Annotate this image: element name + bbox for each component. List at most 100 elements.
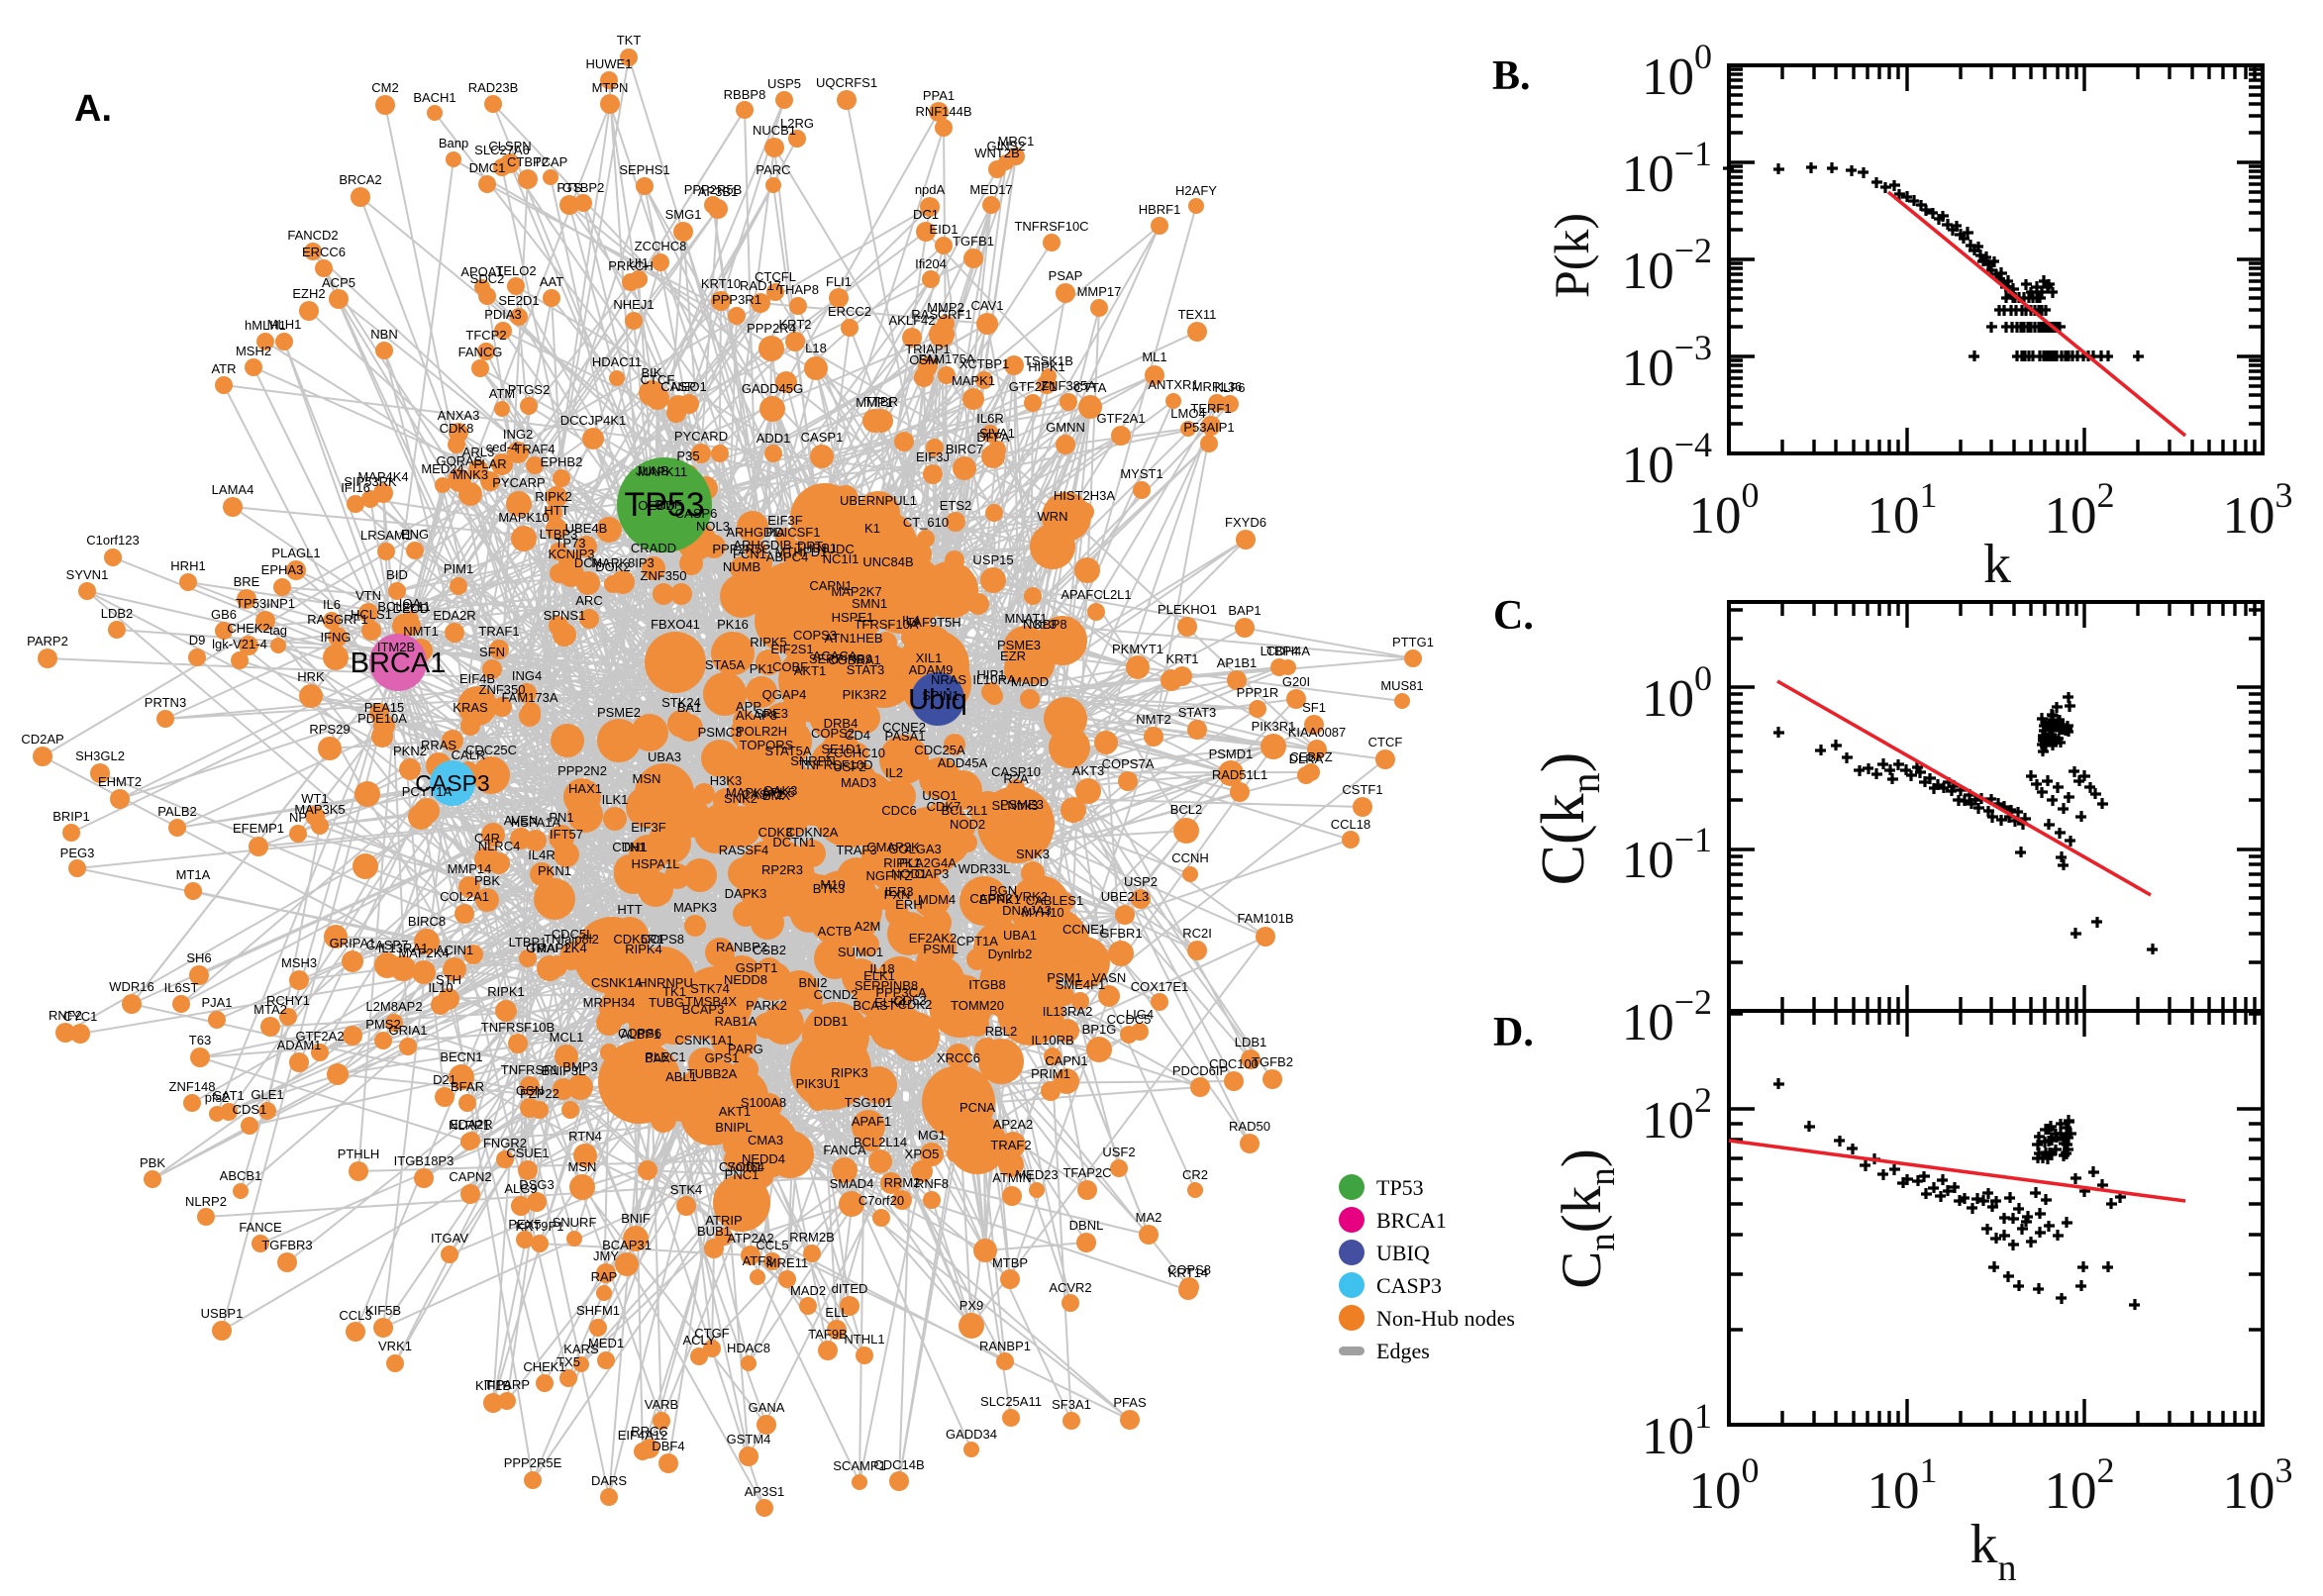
svg-text:SPIN1: SPIN1: [922, 688, 960, 703]
svg-text:BGN: BGN: [989, 883, 1017, 898]
svg-text:ABL1: ABL1: [665, 1069, 697, 1084]
svg-text:GLE1: GLE1: [251, 1087, 283, 1102]
svg-text:FBXO41: FBXO41: [651, 617, 700, 632]
svg-text:XCTBP1: XCTBP1: [960, 356, 1010, 371]
svg-text:PPP2R5B: PPP2R5B: [684, 182, 743, 197]
svg-text:MSN: MSN: [568, 1159, 597, 1174]
svg-text:VRK1: VRK1: [378, 1339, 412, 1353]
svg-text:PTTG1: PTTG1: [1392, 635, 1434, 649]
svg-text:SCAMP1: SCAMP1: [833, 1458, 885, 1473]
svg-text:GANA: GANA: [749, 1400, 785, 1415]
svg-text:EF2AK2: EF2AK2: [909, 931, 957, 946]
svg-text:GOLGA3: GOLGA3: [888, 842, 941, 856]
svg-text:USP15: USP15: [972, 552, 1013, 567]
svg-text:ACTB: ACTB: [818, 924, 853, 939]
svg-text:COPS6: COPS6: [618, 1026, 661, 1041]
svg-text:UBIQ: UBIQ: [1376, 1241, 1430, 1265]
svg-text:PLEKHO1: PLEKHO1: [1158, 602, 1217, 617]
svg-text:MAP3K5: MAP3K5: [294, 802, 345, 817]
svg-text:NEO1: NEO1: [671, 379, 706, 394]
svg-text:AKT1: AKT1: [794, 663, 827, 678]
svg-text:SLNtrk3: SLNtrk3: [992, 798, 1039, 813]
svg-text:CDS1: CDS1: [233, 1102, 267, 1117]
svg-text:MSH2: MSH2: [236, 344, 271, 358]
svg-text:RP2R3: RP2R3: [761, 862, 803, 877]
svg-text:GMAP2K4: GMAP2K4: [526, 941, 586, 955]
svg-text:EFEMP1: EFEMP1: [233, 821, 284, 836]
svg-text:BRCA2: BRCA2: [339, 172, 381, 187]
svg-text:PYCARD: PYCARD: [674, 429, 728, 444]
svg-text:LAMA4: LAMA4: [212, 482, 254, 497]
svg-text:RAD51L1: RAD51L1: [1212, 767, 1267, 782]
svg-text:HRH1: HRH1: [170, 558, 205, 573]
svg-text:LDB2: LDB2: [101, 606, 134, 621]
svg-text:MRPH34: MRPH34: [583, 995, 636, 1010]
svg-text:OAK3: OAK3: [763, 783, 798, 798]
svg-text:TNFRSF10C: TNFRSF10C: [1014, 219, 1088, 234]
svg-text:CABLES1: CABLES1: [1026, 893, 1084, 908]
svg-text:MT1A: MT1A: [176, 867, 211, 882]
svg-text:CDK2: CDK2: [898, 997, 933, 1012]
svg-text:ING2: ING2: [503, 427, 533, 442]
svg-text:NOD1: NOD1: [891, 866, 927, 881]
svg-text:CASP10: CASP10: [991, 764, 1041, 779]
svg-text:RAD50: RAD50: [1229, 1119, 1270, 1134]
svg-text:NUDC: NUDC: [817, 542, 855, 556]
svg-text:COPS2: COPS2: [811, 726, 855, 741]
svg-text:GSPT1: GSPT1: [736, 960, 778, 975]
svg-text:MRC1: MRC1: [998, 134, 1035, 149]
svg-text:ANTXR1: ANTXR1: [1148, 377, 1198, 392]
svg-text:R2A: R2A: [1003, 771, 1029, 786]
svg-text:CPT1A: CPT1A: [957, 934, 998, 948]
svg-text:AKLF42: AKLF42: [889, 313, 936, 328]
svg-text:EIF4A12: EIF4A12: [618, 1428, 668, 1443]
svg-text:CDK3: CDK3: [758, 825, 793, 840]
svg-text:STK74: STK74: [690, 981, 730, 996]
svg-text:CAPN1: CAPN1: [809, 578, 852, 593]
svg-text:TOMM20: TOMM20: [951, 998, 1004, 1013]
svg-text:CASP3: CASP3: [415, 770, 489, 796]
svg-text:KBP8: KBP8: [1034, 617, 1066, 632]
svg-text:RTN4: RTN4: [568, 1129, 602, 1144]
svg-text:NRAS: NRAS: [931, 672, 966, 687]
svg-text:RAD23B: RAD23B: [468, 80, 519, 95]
svg-text:LIG4: LIG4: [1126, 1007, 1154, 1022]
svg-text:ITGAV: ITGAV: [431, 1231, 468, 1246]
svg-text:KIF5B: KIF5B: [365, 1303, 401, 1318]
svg-text:CTCF: CTCF: [641, 372, 675, 387]
svg-text:MCL1: MCL1: [550, 1030, 584, 1045]
svg-text:ALBP1: ALBP1: [621, 1027, 660, 1042]
svg-text:ZCCHC10: ZCCHC10: [826, 746, 885, 760]
svg-text:ML1: ML1: [1142, 349, 1166, 364]
svg-text:103: 103: [2223, 1450, 2293, 1520]
svg-text:RIPK3: RIPK3: [831, 1065, 868, 1080]
svg-text:PN1: PN1: [549, 810, 573, 825]
svg-text:LMO4: LMO4: [1170, 406, 1205, 421]
svg-text:GSTM4: GSTM4: [727, 1432, 771, 1446]
svg-text:GTF2A2: GTF2A2: [295, 1029, 344, 1044]
svg-text:CTTA: CTTA: [1074, 380, 1107, 395]
svg-text:TERF1: TERF1: [1190, 401, 1231, 416]
svg-text:TNFRSF10D: TNFRSF10D: [798, 757, 872, 772]
svg-text:CDC25C: CDC25C: [465, 743, 517, 757]
svg-text:CYC1: CYC1: [63, 1009, 98, 1024]
svg-text:PBK: PBK: [474, 873, 500, 888]
svg-text:MG1: MG1: [918, 1128, 946, 1143]
svg-text:KRT9P1: KRT9P1: [516, 1219, 564, 1234]
svg-text:RRCC: RRCC: [631, 1424, 668, 1439]
svg-text:USP5: USP5: [767, 76, 801, 91]
svg-text:HBRF1: HBRF1: [1139, 202, 1181, 217]
svg-text:IL2: IL2: [885, 765, 903, 780]
svg-text:SMAD4: SMAD4: [830, 1176, 874, 1191]
svg-text:SF3A1: SF3A1: [1052, 1397, 1091, 1412]
svg-text:DBF4: DBF4: [652, 1439, 684, 1453]
svg-text:FLAR: FLAR: [473, 456, 506, 471]
svg-text:PEG3: PEG3: [60, 846, 95, 860]
svg-text:CMA3: CMA3: [748, 1133, 783, 1147]
svg-text:TP53INP1: TP53INP1: [236, 596, 295, 611]
svg-text:ERH: ERH: [895, 897, 922, 912]
svg-text:lgk-V21-4: lgk-V21-4: [212, 637, 267, 651]
svg-text:ITGB18P3: ITGB18P3: [394, 1153, 454, 1168]
svg-text:NUCB1: NUCB1: [753, 123, 796, 138]
svg-text:SEPHS1: SEPHS1: [619, 162, 669, 177]
